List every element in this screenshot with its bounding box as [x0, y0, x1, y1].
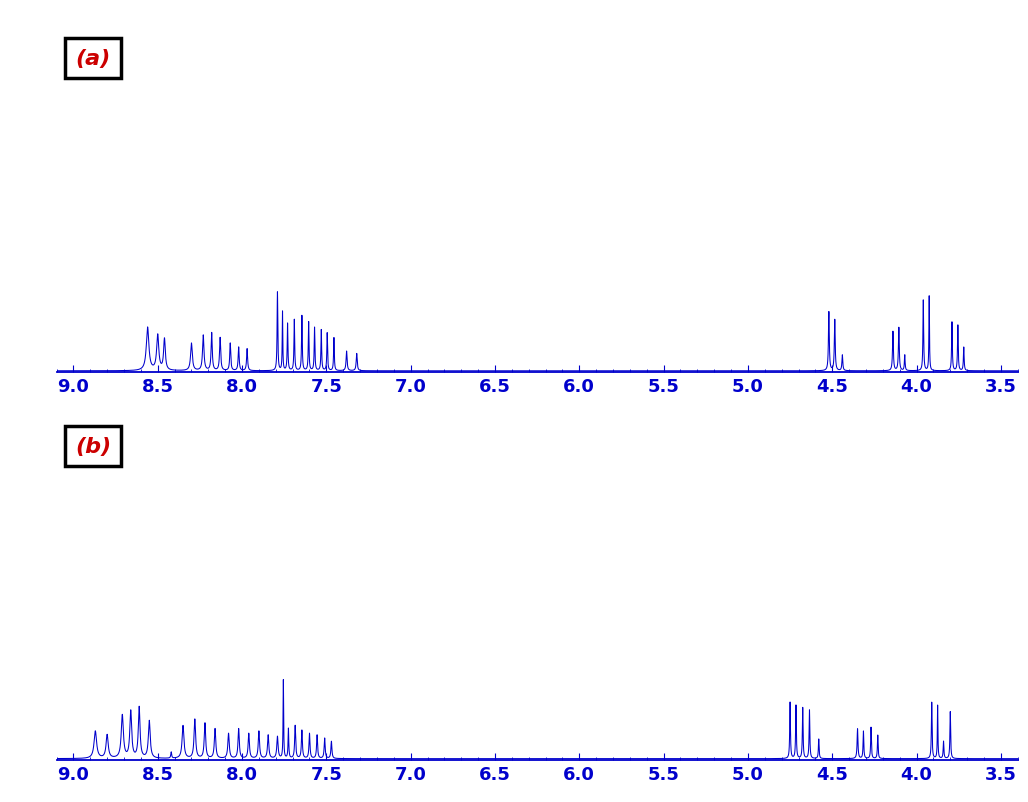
Text: (a): (a) [75, 49, 111, 69]
Text: (b): (b) [75, 436, 111, 456]
